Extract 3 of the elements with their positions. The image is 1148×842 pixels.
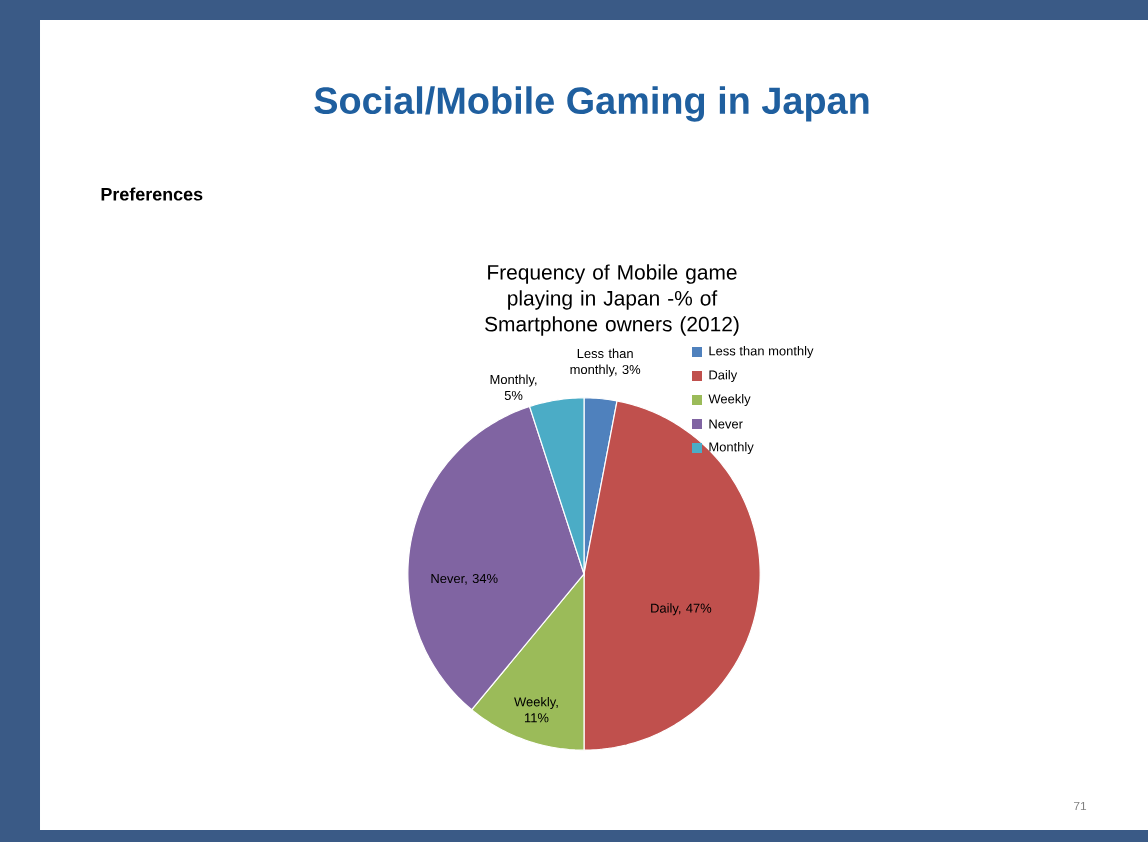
text: Preferences xyxy=(101,187,203,201)
chart-title: Frequency of Mobile game playing in Japan -% of Smartphone owners (2012) xyxy=(485,264,739,336)
text: Social/Mobile Gaming in Japan xyxy=(314,86,869,122)
